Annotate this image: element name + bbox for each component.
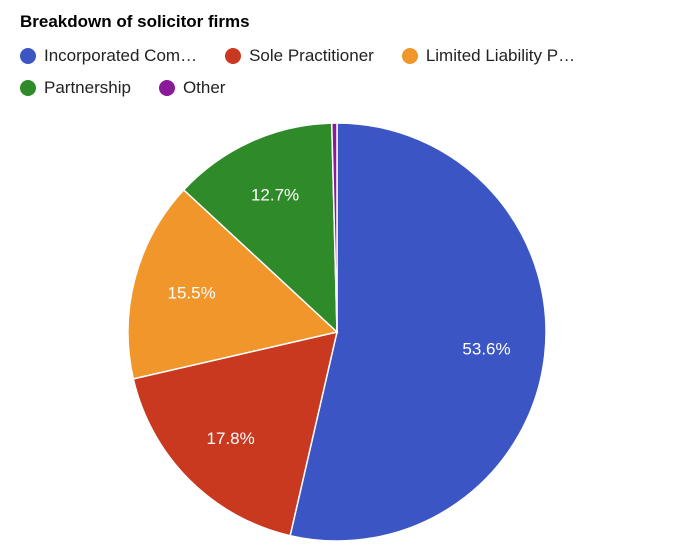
- pie-label-incorporated-company: 53.6%: [462, 339, 510, 358]
- pie-slice-sole-practitioner[interactable]: [132, 331, 338, 537]
- legend-item-sole-practitioner[interactable]: Sole Practitioner: [225, 46, 374, 66]
- legend-item-partnership[interactable]: Partnership: [20, 78, 131, 98]
- legend-label-other: Other: [182, 78, 226, 97]
- legend-label-partnership: Partnership: [44, 78, 131, 97]
- legend-swatch-other: [158, 80, 175, 96]
- legend-label-sole-practitioner: Sole Practitioner: [249, 46, 374, 65]
- pie-label-sole-practitioner: 17.8%: [206, 429, 254, 448]
- legend-swatch-limited-liability-partnership: [401, 48, 418, 64]
- pie-slice-incorporated-company[interactable]: [289, 122, 547, 542]
- legend-row-1: Incorporated Com… Sole Practitioner Limi…: [20, 44, 660, 68]
- legend: Incorporated Com… Sole Practitioner Limi…: [20, 44, 660, 108]
- legend-item-other[interactable]: Other: [158, 78, 226, 98]
- pie-label-partnership: 12.7%: [251, 185, 299, 204]
- legend-label-incorporated-company: Incorporated Com…: [44, 46, 198, 65]
- legend-row-2: Partnership Other: [20, 76, 660, 100]
- legend-swatch-sole-practitioner: [225, 48, 242, 64]
- legend-item-incorporated-company[interactable]: Incorporated Com…: [20, 46, 197, 66]
- pie-slice-limited-liability-partnership[interactable]: [127, 188, 339, 380]
- legend-swatch-partnership: [20, 80, 36, 96]
- legend-label-limited-liability-partnership: Limited Liability P…: [425, 46, 576, 65]
- legend-item-limited-liability-partnership[interactable]: Limited Liability P…: [401, 46, 576, 66]
- chart-title: Breakdown of solicitor firms: [20, 12, 250, 31]
- pie-slice-partnership[interactable]: [182, 122, 338, 334]
- pie-label-limited-liability-partnership: 15.5%: [168, 284, 216, 303]
- pie-slice-other[interactable]: [330, 122, 338, 333]
- legend-swatch-incorporated-company: [20, 48, 36, 64]
